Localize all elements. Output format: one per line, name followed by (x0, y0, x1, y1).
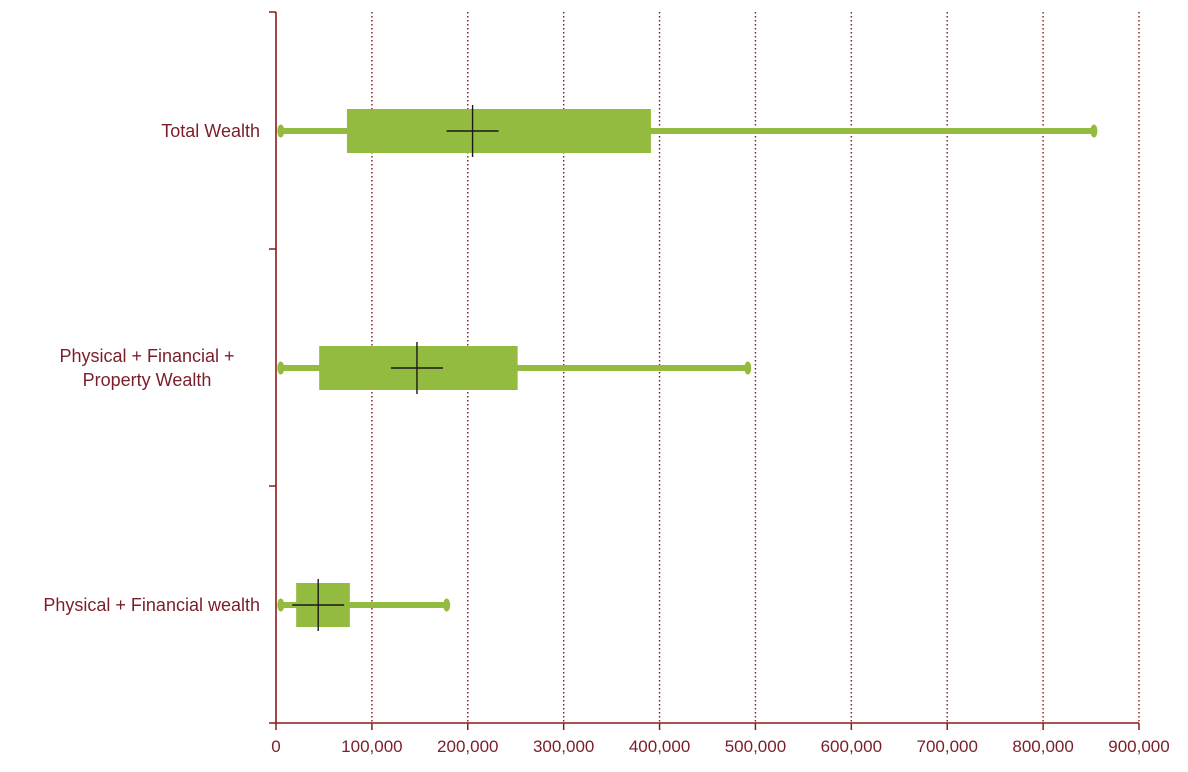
category-label-line: Physical + Financial wealth (43, 595, 260, 615)
whisker-high-cap (443, 598, 451, 612)
x-tick-label: 600,000 (821, 737, 882, 756)
x-tick-label: 800,000 (1012, 737, 1073, 756)
whisker-low-cap (277, 598, 285, 612)
x-tick-label: 200,000 (437, 737, 498, 756)
category-label-line: Property Wealth (83, 370, 212, 390)
axis-layer (269, 11, 1140, 730)
x-tick-label: 0 (271, 737, 280, 756)
category-label-layer: Total Wealth Physical + Financial + Proper… (43, 121, 260, 615)
whisker-low-cap (277, 361, 285, 375)
whisker-low-cap (277, 124, 285, 138)
box-layer (277, 105, 1098, 631)
x-tick-label: 900,000 (1108, 737, 1169, 756)
x-tick-label: 400,000 (629, 737, 690, 756)
box-series-0 (277, 105, 1098, 157)
box-series-2 (277, 579, 451, 631)
category-label: Physical + Financial + Property Wealth (59, 346, 234, 390)
tick-label-layer: 0 100,000 200,000 300,000 400,000 500,000 600,… (271, 737, 1169, 756)
category-label-line: Total Wealth (161, 121, 260, 141)
whisker-high-cap (1090, 124, 1098, 138)
x-tick-label: 700,000 (916, 737, 977, 756)
x-tick-label: 300,000 (533, 737, 594, 756)
category-label: Total Wealth (161, 121, 260, 141)
box-series-1 (277, 342, 752, 394)
category-label: Physical + Financial wealth (43, 595, 260, 615)
whisker-high-cap (744, 361, 752, 375)
box-iqr (346, 109, 651, 153)
category-label-line: Physical + Financial + (59, 346, 234, 366)
x-tick-label: 500,000 (725, 737, 786, 756)
x-tick-label: 100,000 (341, 737, 402, 756)
